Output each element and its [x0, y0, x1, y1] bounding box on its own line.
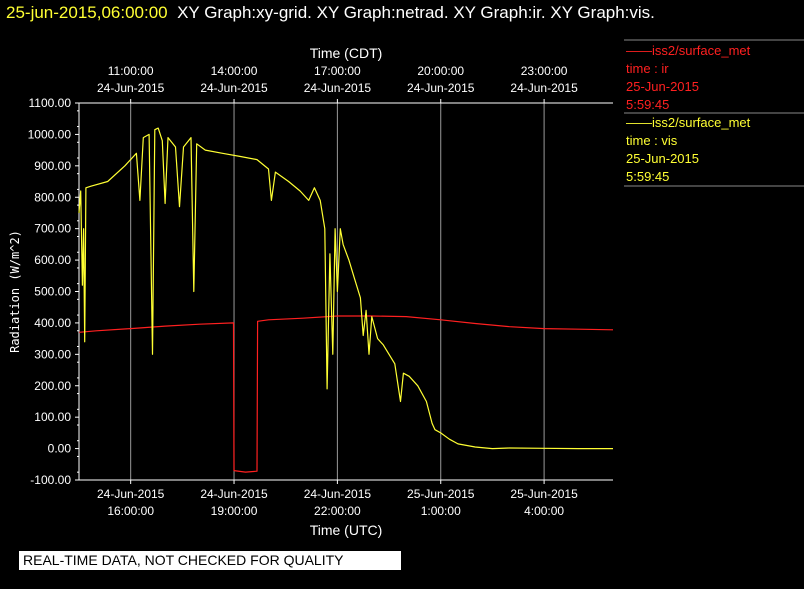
x-tick-time: 4:00:00: [524, 504, 564, 518]
legend-ir: ——iss2/surface_met time : ir 25-Jun-2015…: [626, 42, 750, 114]
legend-vis-source: ——iss2/surface_met: [626, 115, 751, 130]
x-top-tick-date: 24-Jun-2015: [510, 81, 578, 95]
x-tick-time: 22:00:00: [314, 504, 361, 518]
legend-vis-label: time : vis: [626, 133, 678, 148]
x-top-tick-date: 24-Jun-2015: [407, 81, 475, 95]
y-tick-label: 800.00: [34, 190, 71, 204]
y-tick-label: 900.00: [34, 159, 71, 173]
x-top-tick-time: 17:00:00: [314, 64, 361, 78]
y-tick-label: 100.00: [34, 410, 71, 424]
x-tick-time: 16:00:00: [107, 504, 154, 518]
x-top-tick-time: 14:00:00: [211, 64, 258, 78]
legend-ir-time: 5:59:45: [626, 97, 670, 112]
legend-vis: ——iss2/surface_met time : vis 25-Jun-201…: [626, 114, 750, 186]
legend-ir-label: time : ir: [626, 61, 669, 76]
y-tick-label: 300.00: [34, 347, 71, 361]
x-tick-time: 1:00:00: [421, 504, 461, 518]
legend-vis-time: 5:59:45: [626, 169, 670, 184]
y-tick-label: 400.00: [34, 316, 71, 330]
legend-ir-source: ——iss2/surface_met: [626, 43, 751, 58]
x-tick-date: 25-Jun-2015: [510, 487, 578, 501]
x-axis-label: Time (UTC): [310, 522, 383, 538]
x-top-tick-time: 23:00:00: [521, 64, 568, 78]
y-tick-label: 0.00: [48, 442, 72, 456]
legend-vis-date: 25-Jun-2015: [626, 151, 699, 166]
x-top-tick-time: 20:00:00: [417, 64, 464, 78]
vis-series-line: [78, 127, 613, 450]
quality-notice: REAL-TIME DATA, NOT CHECKED FOR QUALITY: [19, 551, 401, 570]
graph-names: XY Graph:xy-grid. XY Graph:netrad. XY Gr…: [177, 3, 655, 22]
x-tick-date: 24-Jun-2015: [97, 487, 165, 501]
y-axis-label: Radiation (W/m^2): [8, 230, 22, 353]
x-top-tick-date: 24-Jun-2015: [97, 81, 165, 95]
timestamp: 25-jun-2015,06:00:00: [6, 3, 168, 22]
x-tick-date: 24-Jun-2015: [200, 487, 268, 501]
x-tick-date: 25-Jun-2015: [407, 487, 475, 501]
x-top-tick-date: 24-Jun-2015: [200, 81, 268, 95]
x-tick-date: 24-Jun-2015: [304, 487, 372, 501]
legend-ir-date: 25-Jun-2015: [626, 79, 699, 94]
y-tick-label: -100.00: [30, 473, 71, 487]
y-tick-label: 600.00: [34, 253, 71, 267]
x-top-tick-date: 24-Jun-2015: [304, 81, 372, 95]
window-title: 25-jun-2015,06:00:00 XY Graph:xy-grid. X…: [6, 3, 655, 23]
y-tick-label: 200.00: [34, 379, 71, 393]
y-tick-label: 500.00: [34, 285, 71, 299]
y-tick-label: 1100.00: [29, 96, 72, 110]
ir-series-line: [78, 315, 614, 473]
y-tick-label: 700.00: [34, 222, 71, 236]
y-tick-label: 1000.00: [28, 127, 72, 141]
x-tick-time: 19:00:00: [211, 504, 258, 518]
x-top-axis-label: Time (CDT): [310, 45, 383, 61]
x-top-tick-time: 11:00:00: [108, 64, 154, 78]
